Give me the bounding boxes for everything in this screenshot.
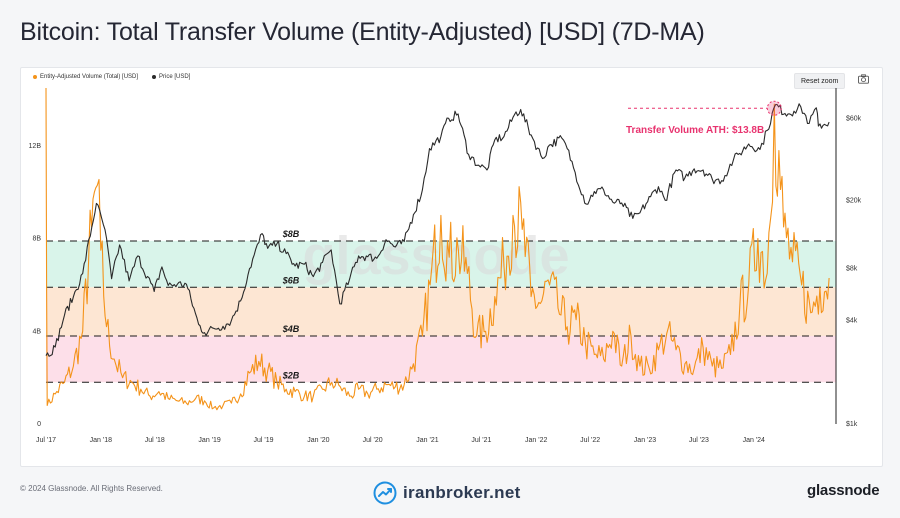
x-tick-label: Jul '17 [36, 437, 56, 444]
band-orange [46, 287, 836, 336]
legend: Entity-Adjusted Volume (Total) [USD] Pri… [33, 74, 190, 80]
band-green [46, 240, 836, 288]
x-tick-label: Jan '18 [90, 437, 112, 444]
x-tick-label: Jan '19 [198, 437, 220, 444]
x-tick-label: Jul '20 [363, 437, 383, 444]
x-tick-label: Jan '24 [743, 437, 765, 444]
chart-plot[interactable]: glassnode $8B$6B$4B$2B Jul '17 Jan '18 Jul… [21, 68, 882, 466]
y-right-tick-label: $20k [846, 197, 862, 204]
brand-chart-icon [373, 481, 397, 505]
y-right-tick-label: $8k [846, 266, 858, 273]
glassnode-logo[interactable]: glassnode [807, 482, 880, 499]
footer-watermark-brand: iranbroker.net [373, 481, 521, 505]
reference-line-label: $6B [282, 275, 300, 285]
x-tick-label: Jul '22 [580, 437, 600, 444]
legend-label-volume: Entity-Adjusted Volume (Total) [USD] [40, 74, 139, 80]
camera-icon[interactable] [858, 74, 869, 84]
legend-item-volume[interactable]: Entity-Adjusted Volume (Total) [USD] [33, 74, 138, 80]
y-left-tick-label: 8B [32, 236, 41, 243]
x-tick-label: Jul '21 [471, 437, 491, 444]
legend-dot-volume [33, 75, 37, 79]
page-title: Bitcoin: Total Transfer Volume (Entity-A… [20, 18, 705, 46]
x-tick-label: Jul '18 [145, 437, 165, 444]
price-series-line [45, 103, 830, 357]
reference-line-label: $4B [282, 324, 300, 334]
footer-copyright: © 2024 Glassnode. All Rights Reserved. [20, 484, 163, 493]
y-right-tick-label: $60k [846, 115, 862, 122]
ath-marker [766, 100, 782, 116]
y-left-tick-label: 0 [37, 421, 41, 428]
reset-zoom-button[interactable]: Reset zoom [794, 73, 846, 89]
volume-series-line [45, 87, 830, 411]
y-left-tick-label: 4B [32, 328, 41, 335]
y-right-tick-label: $1k [846, 421, 858, 428]
y-left-tick-label: 12B [29, 143, 42, 150]
x-tick-label: Jan '23 [634, 437, 656, 444]
chart-card[interactable]: Entity-Adjusted Volume (Total) [USD] Pri… [20, 67, 883, 467]
x-tick-label: Jul '23 [689, 437, 709, 444]
legend-label-price: Price [USD] [159, 74, 191, 80]
legend-item-price[interactable]: Price [USD] [152, 74, 190, 80]
x-tick-label: Jan '21 [416, 437, 438, 444]
ath-annotation-label: Transfer Volume ATH: $13.8B [626, 125, 764, 136]
legend-dot-price [152, 75, 157, 79]
reference-line-label: $8B [282, 229, 300, 239]
x-tick-label: Jul '19 [254, 437, 274, 444]
reference-line-label: $2B [282, 370, 300, 380]
x-tick-label: Jan '22 [525, 437, 547, 444]
x-tick-label: Jan '20 [307, 437, 329, 444]
y-right-tick-label: $4k [846, 317, 858, 324]
brand-text: iranbroker.net [403, 483, 521, 502]
